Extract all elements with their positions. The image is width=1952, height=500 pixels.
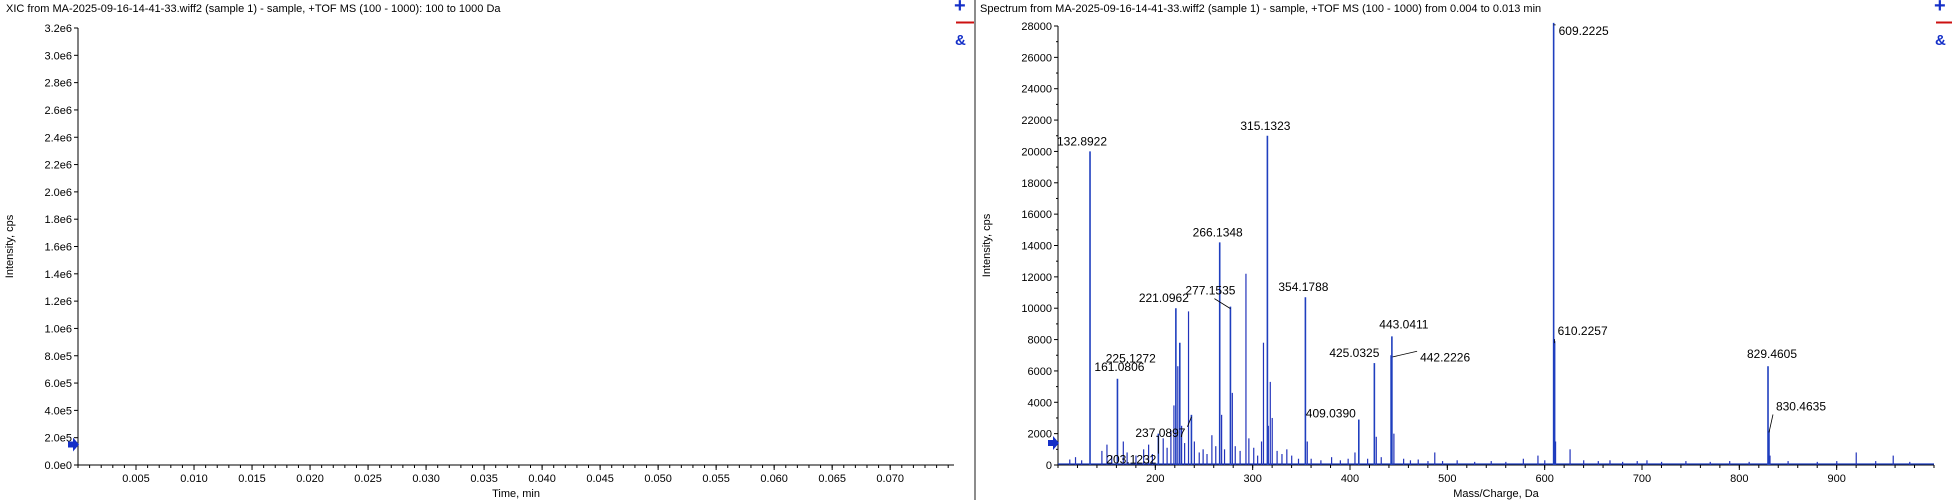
x-tick-label: 300 (1243, 473, 1261, 485)
y-tick-label: 26000 (1021, 52, 1052, 64)
peak-label: 203.1232 (1106, 453, 1156, 467)
peak-label: 425.0325 (1329, 346, 1379, 360)
y-tick-label: 10000 (1021, 303, 1052, 315)
x-tick-label: 0.040 (528, 473, 556, 485)
y-tick-label: 20000 (1021, 146, 1052, 158)
x-axis-title: Mass/Charge, Da (1453, 488, 1539, 500)
y-tick-label: 2000 (1028, 429, 1052, 441)
peak-leader-line (1187, 416, 1192, 427)
x-tick-label: 0.045 (586, 473, 614, 485)
y-tick-label: 3.0e6 (44, 50, 72, 62)
x-tick-label: 0.025 (354, 473, 382, 485)
x-tick-label: 800 (1730, 473, 1748, 485)
spectrum-panel: Spectrum from MA-2025-09-16-14-41-33.wif… (976, 0, 1952, 500)
peak-label: 829.4605 (1747, 347, 1797, 361)
peak-label: 443.0411 (1379, 317, 1428, 331)
peak-label: 132.8922 (1057, 134, 1107, 148)
pane-divider[interactable] (974, 0, 976, 500)
x-tick-label: 0.070 (876, 473, 904, 485)
peak-label: 225.1272 (1106, 352, 1156, 366)
peak-label: 830.4635 (1776, 400, 1826, 414)
x-tick-label: 0.005 (122, 473, 150, 485)
y-tick-label: 16000 (1021, 209, 1052, 221)
xic-zoom-in-icon[interactable]: + (954, 0, 966, 17)
x-tick-label: 0.065 (818, 473, 846, 485)
y-tick-label: 6000 (1028, 366, 1052, 378)
y-marker-arrow-icon (68, 437, 79, 452)
y-tick-label: 1.2e6 (44, 296, 72, 308)
x-tick-label: 0.020 (296, 473, 324, 485)
peak-label: 221.0962 (1139, 291, 1189, 305)
y-marker-arrow-icon (1048, 436, 1059, 451)
y-tick-label: 28000 (1021, 21, 1052, 33)
y-tick-label: 2.0e6 (44, 187, 72, 199)
y-tick-label: 0.0e0 (44, 460, 72, 472)
spectrum-zoom-in-icon[interactable]: + (1934, 0, 1946, 17)
y-tick-label: 2.8e6 (44, 78, 72, 90)
xic-panel: XIC from MA-2025-09-16-14-41-33.wiff2 (s… (0, 0, 976, 500)
xic-link-icon[interactable]: & (955, 32, 966, 49)
peak-label: 277.1535 (1185, 284, 1235, 298)
x-tick-label: 500 (1438, 473, 1456, 485)
y-tick-label: 1.6e6 (44, 242, 72, 254)
y-tick-label: 2.4e6 (44, 132, 72, 144)
peak-leader-line (1768, 414, 1774, 433)
x-tick-label: 0.050 (644, 473, 672, 485)
y-tick-label: 4000 (1028, 397, 1052, 409)
peak-leader-line (1214, 298, 1231, 309)
peak-label: 237.0897 (1135, 426, 1185, 440)
y-tick-label: 4.0e5 (44, 405, 72, 417)
x-tick-label: 0.055 (702, 473, 730, 485)
xic-title: XIC from MA-2025-09-16-14-41-33.wiff2 (s… (6, 3, 501, 15)
spectrum-link-icon[interactable]: & (1935, 32, 1946, 49)
y-tick-label: 0 (1046, 460, 1052, 472)
y-tick-label: 22000 (1021, 115, 1052, 127)
y-tick-label: 8.0e5 (44, 351, 72, 363)
x-tick-label: 400 (1341, 473, 1359, 485)
peak-label: 609.2225 (1559, 24, 1609, 38)
peak-leader-line (1391, 350, 1418, 358)
y-axis-title: Intensity, cps (4, 214, 16, 278)
x-tick-label: 0.010 (180, 473, 208, 485)
y-tick-label: 2.6e6 (44, 105, 72, 117)
y-tick-label: 24000 (1021, 84, 1052, 96)
x-tick-label: 900 (1827, 473, 1845, 485)
x-tick-label: 0.060 (760, 473, 788, 485)
peak-label: 161.0806 (1094, 360, 1144, 374)
x-tick-label: 0.015 (238, 473, 266, 485)
y-tick-label: 6.0e5 (44, 378, 72, 390)
y-tick-label: 14000 (1021, 241, 1052, 253)
xic-chart[interactable]: 0.0e0 2.0e5 4.0e5 6.0e5 8.0e5 1.0e6 1.2e6 1.4e6… (0, 0, 974, 500)
spectrum-zoom-out-icon[interactable]: — (1936, 12, 1952, 32)
y-tick-label: 3.2e6 (44, 23, 72, 35)
x-tick-label: 0.030 (412, 473, 440, 485)
x-tick-label: 600 (1535, 473, 1553, 485)
peak-label: 354.1788 (1278, 280, 1328, 294)
peak-label: 315.1323 (1240, 119, 1290, 133)
y-tick-label: 1.0e6 (44, 323, 72, 335)
y-tick-label: 8000 (1028, 335, 1052, 347)
peak-label: 266.1348 (1193, 225, 1243, 239)
y-tick-label: 1.8e6 (44, 214, 72, 226)
y-tick-label: 12000 (1021, 272, 1052, 284)
spectrum-chart[interactable]: 0 2000 4000 6000 8000 10000 12000 14000 16000 180… (976, 0, 1952, 500)
x-tick-label: 700 (1633, 473, 1651, 485)
peak-label: 409.0390 (1306, 407, 1356, 421)
y-axis-title: Intensity, cps (981, 213, 993, 277)
y-tick-label: 1.4e6 (44, 269, 72, 281)
y-tick-label: 2.0e5 (44, 433, 72, 445)
x-tick-label: 0.035 (470, 473, 498, 485)
xic-zoom-out-icon[interactable]: — (956, 11, 976, 33)
y-tick-label: 18000 (1021, 178, 1052, 190)
peak-label: 442.2226 (1420, 350, 1470, 364)
spectrum-title: Spectrum from MA-2025-09-16-14-41-33.wif… (980, 3, 1542, 15)
x-axis-title: Time, min (492, 488, 540, 500)
y-tick-label: 2.2e6 (44, 160, 72, 172)
peak-label: 610.2257 (1558, 324, 1608, 338)
x-tick-label: 200 (1146, 473, 1164, 485)
